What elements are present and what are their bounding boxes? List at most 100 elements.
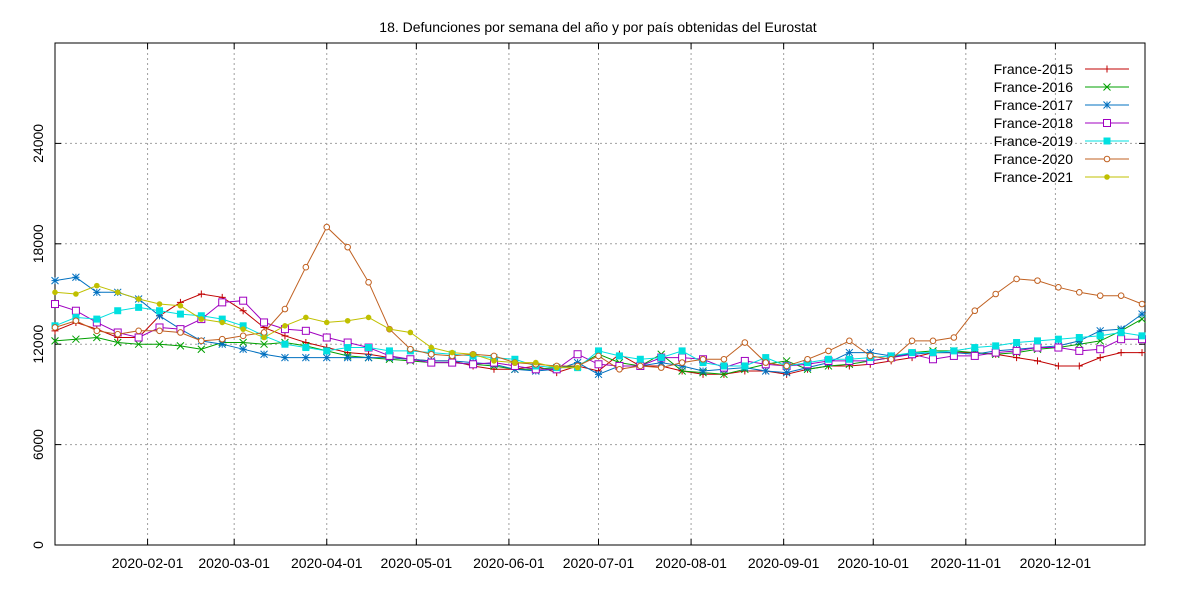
data-point	[1075, 334, 1083, 342]
data-point	[176, 310, 184, 318]
data-point	[845, 355, 853, 363]
data-point	[198, 316, 205, 322]
x-tick-label: 2020-10-01	[837, 555, 909, 571]
data-point	[1096, 326, 1105, 335]
data-point	[950, 334, 958, 341]
data-point	[239, 322, 247, 330]
data-point	[261, 334, 267, 341]
legend-swatch-marker	[1104, 174, 1110, 180]
data-point	[1013, 354, 1021, 362]
legend-swatch-marker	[1103, 83, 1111, 91]
data-point	[448, 358, 457, 367]
data-point	[407, 345, 414, 353]
data-point	[720, 355, 728, 363]
data-point	[197, 290, 205, 298]
data-point	[950, 347, 958, 355]
data-point	[992, 342, 1000, 350]
data-point	[72, 317, 80, 325]
grid-layer	[55, 43, 1145, 545]
data-point	[449, 349, 455, 356]
data-point	[1055, 284, 1062, 291]
data-point	[1013, 339, 1021, 347]
data-point	[93, 327, 101, 335]
data-point	[1117, 349, 1125, 357]
data-point	[51, 276, 59, 285]
data-point	[678, 347, 686, 355]
data-point	[699, 367, 707, 375]
data-point	[135, 296, 142, 302]
data-point	[385, 347, 393, 355]
data-point	[573, 350, 582, 359]
data-point	[114, 307, 122, 315]
data-point	[615, 352, 623, 360]
data-point	[344, 243, 351, 251]
data-point	[1096, 354, 1104, 362]
data-point	[386, 326, 393, 332]
data-point	[1138, 349, 1146, 357]
data-point	[364, 353, 373, 362]
legend-item: France-2021	[994, 169, 1129, 185]
x-tick-label: 2020-04-01	[291, 555, 363, 571]
data-point	[323, 347, 331, 355]
data-point	[239, 338, 247, 347]
legend-item: France-2019	[994, 133, 1129, 149]
legend-label: France-2021	[994, 169, 1074, 185]
data-point	[134, 340, 143, 349]
legend-swatch-marker	[1103, 155, 1111, 163]
data-point	[322, 333, 331, 342]
data-point	[113, 338, 122, 347]
data-point	[302, 344, 310, 352]
data-point	[301, 326, 310, 335]
data-point	[260, 318, 269, 327]
data-point	[51, 300, 59, 309]
data-point	[427, 358, 436, 367]
data-point	[176, 342, 185, 350]
data-point	[573, 358, 582, 367]
data-point	[1138, 300, 1146, 308]
series-layer	[51, 223, 1147, 379]
data-point	[657, 354, 665, 362]
data-point	[323, 319, 330, 326]
data-point	[302, 263, 310, 271]
data-point	[762, 354, 770, 362]
data-point	[177, 302, 184, 309]
data-point	[908, 337, 916, 345]
x-tick-label: 2020-07-01	[563, 555, 635, 571]
data-point	[991, 348, 1000, 357]
data-point	[282, 322, 288, 329]
data-point	[239, 296, 248, 305]
data-point	[322, 353, 331, 362]
data-point	[72, 313, 80, 321]
legend-item: France-2017	[994, 97, 1129, 113]
legend-label: France-2019	[994, 133, 1074, 149]
data-point	[1054, 343, 1063, 352]
data-point	[470, 351, 476, 358]
data-point	[636, 355, 644, 363]
data-point	[761, 367, 770, 375]
data-point	[866, 348, 875, 357]
data-point	[219, 319, 226, 326]
data-point	[155, 311, 164, 320]
data-point	[1117, 335, 1126, 344]
y-tick-label: 24000	[30, 124, 46, 163]
data-point	[281, 353, 289, 362]
data-point	[824, 355, 832, 363]
data-point	[93, 315, 101, 323]
data-point	[344, 344, 352, 352]
legend-label: France-2020	[994, 151, 1074, 167]
data-point	[135, 303, 143, 311]
data-point	[1096, 332, 1104, 340]
data-point	[218, 315, 226, 323]
data-point	[71, 306, 80, 315]
data-point	[971, 307, 979, 315]
data-point	[92, 288, 101, 297]
data-point	[1096, 345, 1105, 354]
data-point	[51, 336, 59, 345]
data-point	[428, 344, 435, 351]
data-point	[637, 362, 644, 370]
data-point	[595, 347, 603, 355]
data-point	[197, 312, 205, 320]
data-point	[1075, 362, 1083, 370]
data-point	[929, 349, 937, 357]
